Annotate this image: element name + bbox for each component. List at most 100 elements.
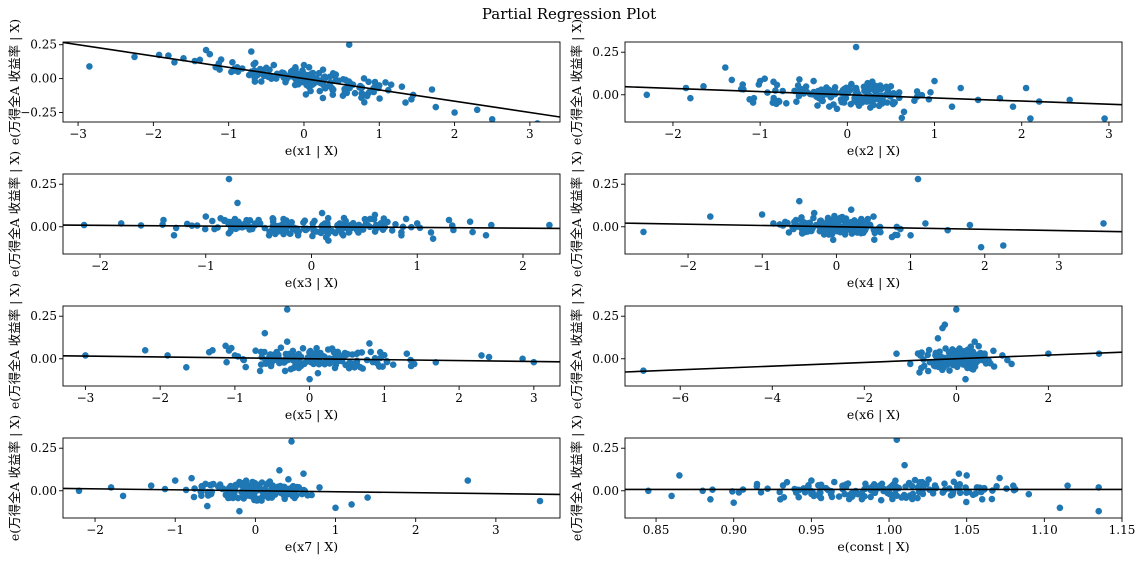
data-point [215, 483, 223, 491]
fit-line [63, 42, 560, 118]
data-point [245, 71, 253, 79]
data-point [746, 96, 753, 103]
data-point [914, 494, 921, 502]
y-axis-label: e(万得全A 收益率 | X) [569, 283, 584, 409]
data-point [270, 61, 278, 69]
x-tick-label: 1.10 [1031, 523, 1058, 537]
data-point [1095, 507, 1102, 515]
data-point [285, 476, 292, 483]
x-axis-label: e(x2 | X) [847, 143, 900, 158]
data-point [313, 344, 320, 352]
x-tick-label: 0 [300, 127, 308, 141]
data-point [371, 354, 379, 362]
data-point [485, 353, 493, 361]
x-tick-label: 1.00 [876, 523, 903, 537]
plot-area [63, 42, 560, 122]
x-tick-label: 3 [1105, 127, 1113, 141]
data-point [288, 219, 296, 226]
x-tick-label: 2 [412, 523, 420, 537]
data-point [949, 346, 956, 353]
data-point [870, 213, 877, 220]
data-point [852, 43, 860, 51]
y-tick-label: 0.00 [592, 220, 619, 234]
data-point [957, 84, 964, 92]
data-point [253, 497, 261, 504]
data-point [963, 489, 970, 497]
x-tick-label: 0 [306, 391, 314, 405]
x-tick-label: −2 [145, 127, 163, 141]
data-point [285, 356, 293, 364]
data-point [268, 492, 276, 500]
x-tick-label: 3 [1055, 259, 1063, 273]
data-point [371, 228, 379, 235]
data-point [290, 490, 298, 498]
fit-line [625, 85, 1122, 106]
data-point [722, 64, 729, 71]
data-point [822, 227, 830, 235]
data-point [305, 64, 313, 71]
data-point [950, 478, 958, 486]
data-point [785, 229, 793, 236]
data-point [208, 488, 216, 496]
x-tick-label: 0.90 [720, 523, 747, 537]
x-axis-label: e(x4 | X) [847, 275, 900, 290]
x-tick-label: −2 [855, 391, 873, 405]
data-point [387, 81, 395, 88]
data-point [966, 221, 974, 229]
data-point [687, 94, 694, 102]
data-point [402, 99, 409, 106]
data-point [323, 227, 330, 234]
x-tick-label: −3 [69, 127, 87, 141]
data-point [955, 470, 963, 478]
data-point [171, 59, 178, 66]
data-point [810, 214, 817, 222]
data-point [931, 77, 938, 85]
data-point [287, 68, 295, 75]
data-point [971, 363, 979, 370]
fit-line [63, 354, 560, 363]
data-point [308, 356, 316, 364]
y-axis-label: e(万得全A 收益率 | X) [569, 151, 584, 277]
data-point [349, 219, 357, 227]
data-point [360, 75, 368, 82]
data-point [792, 489, 800, 496]
data-point [413, 220, 421, 227]
subplot-1: −3 −2 −1 0 1 2 3 −0.25 0.00 0.25 e(x1 | X) e(万得全A 收… [7, 19, 561, 158]
data-point [769, 99, 777, 106]
data-point [342, 86, 349, 93]
data-point [887, 83, 895, 90]
data-point [982, 360, 990, 367]
x-tick-label: −1 [220, 127, 238, 141]
data-point [354, 226, 361, 234]
data-point [225, 347, 233, 354]
data-point [316, 228, 324, 236]
data-point [888, 233, 896, 241]
data-point [86, 63, 93, 70]
data-point [252, 59, 259, 67]
data-point [947, 492, 955, 499]
data-point [854, 490, 862, 498]
data-point [295, 364, 303, 372]
data-point [236, 507, 243, 515]
data-point [990, 347, 997, 355]
data-point [310, 227, 317, 235]
data-point [1025, 490, 1033, 498]
data-point [348, 501, 355, 508]
data-point [171, 477, 179, 484]
data-point [216, 66, 223, 73]
data-point [346, 359, 353, 367]
data-point [300, 70, 308, 78]
data-point [907, 232, 914, 239]
data-point [359, 226, 367, 233]
axes-frame [62, 437, 561, 519]
data-point [884, 91, 892, 99]
data-point [830, 87, 838, 94]
x-tick-label: 1 [931, 127, 939, 141]
data-point [870, 481, 878, 488]
y-axis-label: e(万得全A 收益率 | X) [7, 415, 22, 541]
data-point [796, 197, 803, 205]
x-axis-label: e(x5 | X) [285, 407, 338, 422]
data-point [211, 225, 218, 233]
x-axis-label: e(x6 | X) [847, 407, 900, 422]
y-tick-label: 0.00 [30, 220, 57, 234]
